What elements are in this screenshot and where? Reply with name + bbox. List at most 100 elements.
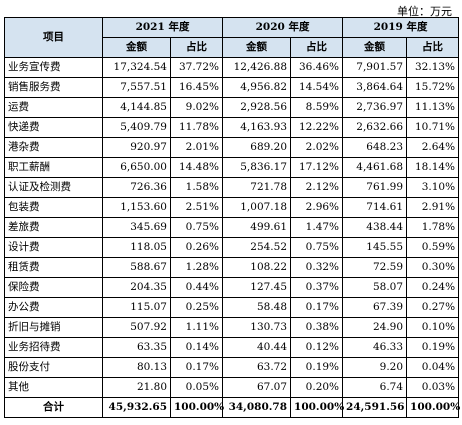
row-label: 差旅费 [4, 217, 103, 238]
cell-amount-2020: 12,426.88 [222, 57, 292, 78]
table-row: 保险费 204.35 0.44% 127.45 0.37% 58.07 0.24% [4, 277, 460, 298]
cell-ratio-2021: 1.58% [169, 177, 224, 198]
cell-amount-2021: 726.36 [102, 177, 171, 198]
cell-ratio-2021: 0.05% [169, 377, 224, 398]
cell-ratio-2021: 14.48% [169, 157, 224, 178]
cell-amount-2019: 9.20 [342, 357, 408, 378]
cell-amount-2020: 127.45 [222, 277, 292, 298]
row-label: 快递费 [4, 117, 103, 138]
cell-amount-2020: 4,956.82 [222, 77, 292, 98]
table-row: 租赁费 588.67 1.28% 108.22 0.32% 72.59 0.30% [4, 257, 460, 278]
table-row: 办公费 115.07 0.25% 58.48 0.17% 67.39 0.27% [4, 297, 460, 318]
year-header-2020: 2020 年度 [222, 17, 344, 38]
row-label: 保险费 [4, 277, 103, 298]
row-label: 办公费 [4, 297, 103, 318]
row-label: 认证及检测费 [4, 177, 103, 198]
cell-ratio-2021: 1.28% [169, 257, 224, 278]
cell-ratio-2019: 0.19% [406, 337, 460, 358]
row-label: 股份支付 [4, 357, 103, 378]
table-body: 业务宣传费 17,324.54 37.72% 12,426.88 36.46% 7,901… [4, 57, 460, 418]
cell-ratio-2019: 2.64% [406, 137, 460, 158]
cell-amount-2020: 2,928.56 [222, 97, 292, 118]
table-row: 认证及检测费 726.36 1.58% 721.78 2.12% 761.99 3.10% [4, 177, 460, 198]
cell-amount-2019: 67.39 [342, 297, 408, 318]
cell-amount-2021: 45,932.65 [102, 397, 171, 418]
cell-amount-2021: 21.80 [102, 377, 171, 398]
cell-ratio-2020: 100.00% [290, 397, 344, 418]
cell-ratio-2021: 0.44% [169, 277, 224, 298]
table-row: 股份支付 80.13 0.17% 63.72 0.19% 9.20 0.04% [4, 357, 460, 378]
cell-ratio-2020: 8.59% [290, 97, 344, 118]
amount-header: 金额 [222, 37, 292, 58]
cell-amount-2020: 34,080.78 [222, 397, 292, 418]
cell-ratio-2020: 1.47% [290, 217, 344, 238]
cell-ratio-2019: 0.24% [406, 277, 460, 298]
cell-amount-2021: 115.07 [102, 297, 171, 318]
table-row: 港杂费 920.97 2.01% 689.20 2.02% 648.23 2.64% [4, 137, 460, 158]
expense-table: 项目 2021 年度 2020 年度 2019 年度 金额 占比 金额 占比 金… [4, 17, 460, 418]
cell-ratio-2020: 2.12% [290, 177, 344, 198]
row-label: 折旧与摊销 [4, 317, 103, 338]
cell-ratio-2020: 12.22% [290, 117, 344, 138]
cell-amount-2020: 5,836.17 [222, 157, 292, 178]
row-label: 业务宣传费 [4, 57, 103, 78]
cell-amount-2019: 761.99 [342, 177, 408, 198]
cell-amount-2019: 2,632.66 [342, 117, 408, 138]
cell-amount-2021: 5,409.79 [102, 117, 171, 138]
cell-amount-2019: 145.55 [342, 237, 408, 258]
cell-amount-2021: 4,144.85 [102, 97, 171, 118]
amount-header: 金额 [102, 37, 171, 58]
table-row: 设计费 118.05 0.26% 254.52 0.75% 145.55 0.59% [4, 237, 460, 258]
cell-ratio-2020: 2.02% [290, 137, 344, 158]
cell-ratio-2020: 0.17% [290, 297, 344, 318]
table-row: 其他 21.80 0.05% 67.07 0.20% 6.74 0.03% [4, 377, 460, 398]
cell-ratio-2019: 11.13% [406, 97, 460, 118]
year-header-2021: 2021 年度 [101, 17, 224, 38]
ratio-header: 占比 [169, 37, 224, 58]
cell-ratio-2020: 14.54% [290, 77, 344, 98]
row-label: 业务招待费 [4, 337, 103, 358]
cell-amount-2019: 58.07 [342, 277, 408, 298]
cell-amount-2020: 108.22 [222, 257, 292, 278]
cell-amount-2021: 17,324.54 [102, 57, 171, 78]
year-header-row: 项目 2021 年度 2020 年度 2019 年度 [4, 17, 460, 58]
cell-amount-2021: 80.13 [102, 357, 171, 378]
cell-amount-2020: 499.61 [222, 217, 292, 238]
cell-ratio-2020: 0.32% [290, 257, 344, 278]
row-label: 运费 [4, 97, 103, 118]
cell-amount-2019: 46.33 [342, 337, 408, 358]
item-header: 项目 [4, 17, 103, 58]
cell-amount-2020: 67.07 [222, 377, 292, 398]
cell-amount-2019: 6.74 [342, 377, 408, 398]
cell-amount-2021: 588.67 [102, 257, 171, 278]
cell-ratio-2020: 0.19% [290, 357, 344, 378]
cell-amount-2019: 24,591.56 [342, 397, 408, 418]
cell-amount-2020: 58.48 [222, 297, 292, 318]
cell-ratio-2019: 0.10% [406, 317, 460, 338]
cell-ratio-2019: 18.14% [406, 157, 460, 178]
cell-ratio-2019: 2.91% [406, 197, 460, 218]
cell-amount-2019: 438.44 [342, 217, 408, 238]
cell-ratio-2019: 32.13% [406, 57, 460, 78]
cell-ratio-2020: 0.38% [290, 317, 344, 338]
cell-amount-2021: 1,153.60 [102, 197, 171, 218]
cell-amount-2019: 2,736.97 [342, 97, 408, 118]
row-label: 其他 [4, 377, 103, 398]
row-label: 港杂费 [4, 137, 103, 158]
ratio-header: 占比 [290, 37, 344, 58]
row-label: 职工薪酬 [4, 157, 103, 178]
cell-ratio-2021: 16.45% [169, 77, 224, 98]
cell-amount-2020: 254.52 [222, 237, 292, 258]
cell-ratio-2019: 1.78% [406, 217, 460, 238]
ratio-header: 占比 [406, 37, 460, 58]
cell-amount-2019: 3,864.64 [342, 77, 408, 98]
amount-header: 金额 [342, 37, 408, 58]
cell-ratio-2020: 0.12% [290, 337, 344, 358]
cell-ratio-2021: 0.75% [169, 217, 224, 238]
cell-amount-2021: 345.69 [102, 217, 171, 238]
cell-amount-2020: 721.78 [222, 177, 292, 198]
cell-amount-2021: 204.35 [102, 277, 171, 298]
cell-amount-2021: 6,650.00 [102, 157, 171, 178]
cell-ratio-2021: 2.51% [169, 197, 224, 218]
cell-amount-2020: 40.44 [222, 337, 292, 358]
